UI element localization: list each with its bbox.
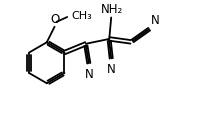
Text: N: N xyxy=(107,63,116,76)
Text: NH₂: NH₂ xyxy=(101,3,123,16)
Text: CH₃: CH₃ xyxy=(71,11,92,21)
Text: N: N xyxy=(151,14,160,27)
Text: N: N xyxy=(84,68,93,81)
Text: O: O xyxy=(50,13,59,26)
